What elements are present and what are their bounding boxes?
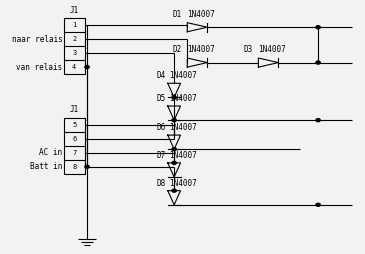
Text: 2: 2: [72, 36, 76, 42]
Text: 5: 5: [72, 122, 76, 128]
Text: D8: D8: [157, 179, 166, 188]
Text: 4: 4: [72, 64, 76, 70]
Text: J1: J1: [70, 105, 79, 114]
Circle shape: [316, 61, 320, 64]
Text: 6: 6: [72, 136, 76, 142]
Circle shape: [316, 203, 320, 206]
Text: 1N4007: 1N4007: [187, 45, 215, 54]
Text: 1N4007: 1N4007: [169, 71, 197, 80]
Text: 1: 1: [72, 22, 76, 28]
Circle shape: [85, 165, 89, 168]
Text: D4: D4: [157, 71, 166, 80]
Text: 7: 7: [72, 150, 76, 156]
Circle shape: [85, 66, 89, 69]
Text: D5: D5: [157, 94, 166, 103]
Text: D1: D1: [173, 10, 182, 19]
Text: naar relais: naar relais: [12, 35, 62, 44]
Text: 8: 8: [72, 164, 76, 170]
Text: van relais: van relais: [16, 62, 62, 72]
Circle shape: [172, 119, 176, 122]
Text: D6: D6: [157, 123, 166, 132]
Text: D3: D3: [244, 45, 253, 54]
Text: 1N4007: 1N4007: [169, 94, 197, 103]
Text: 1N4007: 1N4007: [258, 45, 286, 54]
Circle shape: [316, 119, 320, 122]
Text: AC in: AC in: [39, 148, 62, 157]
Text: 1N4007: 1N4007: [169, 179, 197, 188]
Circle shape: [172, 96, 176, 99]
Text: J1: J1: [70, 6, 79, 14]
Text: D2: D2: [173, 45, 182, 54]
Bar: [64, 118, 85, 174]
Text: 1N4007: 1N4007: [187, 10, 215, 19]
Circle shape: [316, 26, 320, 29]
Text: 3: 3: [72, 50, 76, 56]
Text: 1N4007: 1N4007: [169, 123, 197, 132]
Text: 1N4007: 1N4007: [169, 151, 197, 160]
Text: Batt in: Batt in: [30, 162, 62, 171]
Text: D7: D7: [157, 151, 166, 160]
Circle shape: [172, 189, 176, 192]
Circle shape: [172, 161, 176, 164]
Circle shape: [172, 148, 176, 151]
Bar: [64, 18, 85, 74]
